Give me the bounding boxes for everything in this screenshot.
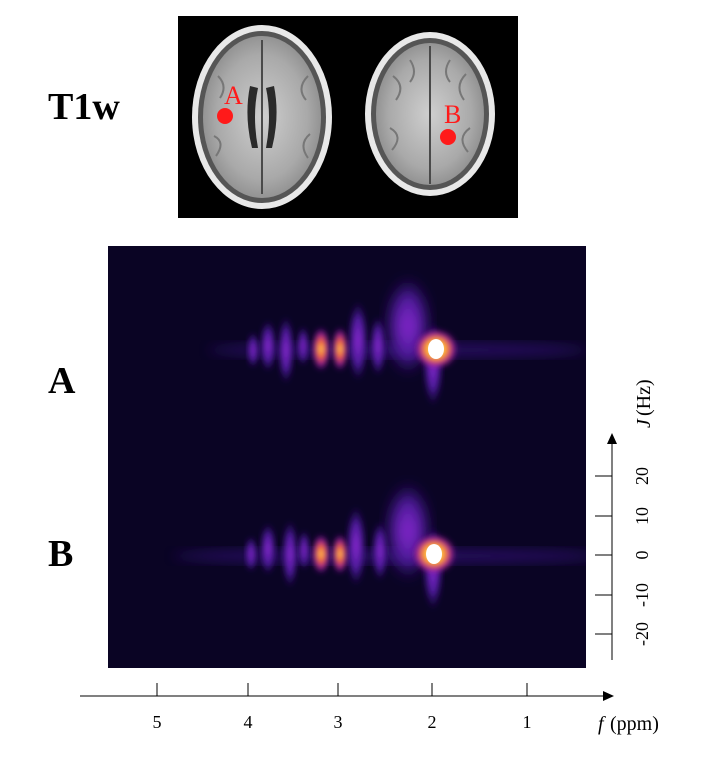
row-a-label: A — [48, 360, 76, 402]
row-b-label: B — [48, 533, 74, 575]
y-tick-label: -10 — [632, 583, 652, 607]
x-tick-label: 5 — [153, 712, 162, 732]
y-tick-label: 10 — [632, 507, 652, 525]
voxel-b-label: B — [444, 100, 461, 129]
t1w-label: T1w — [48, 86, 120, 128]
x-tick-label: 4 — [244, 712, 253, 732]
x-axis-var: f — [598, 713, 606, 735]
j-resolved-spectrum — [108, 246, 586, 668]
x-axis-unit: (ppm) — [610, 713, 659, 735]
mri-slice-right — [365, 32, 495, 196]
y-axis-arrow — [607, 433, 617, 444]
x-tick-label: 1 — [523, 712, 532, 732]
y-tick-label: 0 — [632, 551, 652, 560]
spectrum-b — [173, 481, 586, 610]
y-axis-unit: (Hz) — [633, 379, 655, 416]
x-axis-arrow — [603, 691, 614, 701]
spectrum-a — [208, 276, 586, 406]
y-tick-label: -20 — [632, 622, 652, 646]
y-axis-var: J — [633, 418, 655, 428]
voxel-a-marker — [217, 108, 233, 124]
mri-slice-left — [192, 25, 332, 209]
voxel-b-marker — [440, 129, 456, 145]
x-tick-label: 2 — [428, 712, 437, 732]
t1w-mri-image: A B — [178, 16, 518, 218]
x-tick-label: 3 — [334, 712, 343, 732]
voxel-a-label: A — [224, 81, 243, 110]
y-tick-label: 20 — [632, 467, 652, 485]
